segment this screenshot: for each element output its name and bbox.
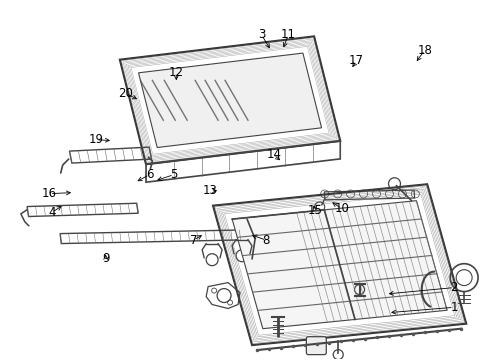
Text: 1: 1 bbox=[449, 301, 457, 314]
Text: 20: 20 bbox=[118, 87, 132, 100]
Text: 8: 8 bbox=[262, 234, 269, 247]
Text: 17: 17 bbox=[348, 54, 363, 67]
Text: 12: 12 bbox=[168, 66, 183, 79]
Text: 9: 9 bbox=[102, 252, 109, 265]
Text: 7: 7 bbox=[189, 234, 197, 247]
Text: 3: 3 bbox=[257, 28, 264, 41]
Text: 5: 5 bbox=[170, 168, 177, 181]
Text: 18: 18 bbox=[416, 44, 431, 57]
FancyBboxPatch shape bbox=[306, 337, 325, 355]
Polygon shape bbox=[138, 53, 321, 148]
Text: 4: 4 bbox=[48, 206, 56, 219]
Text: 19: 19 bbox=[88, 133, 103, 146]
Text: 13: 13 bbox=[203, 184, 217, 197]
Text: 6: 6 bbox=[145, 168, 153, 181]
Text: 14: 14 bbox=[265, 148, 281, 161]
Text: 2: 2 bbox=[449, 281, 457, 294]
Text: 10: 10 bbox=[334, 202, 348, 215]
Text: 16: 16 bbox=[42, 187, 57, 200]
Text: 15: 15 bbox=[307, 204, 322, 217]
Polygon shape bbox=[232, 201, 446, 329]
Text: 11: 11 bbox=[280, 28, 295, 41]
